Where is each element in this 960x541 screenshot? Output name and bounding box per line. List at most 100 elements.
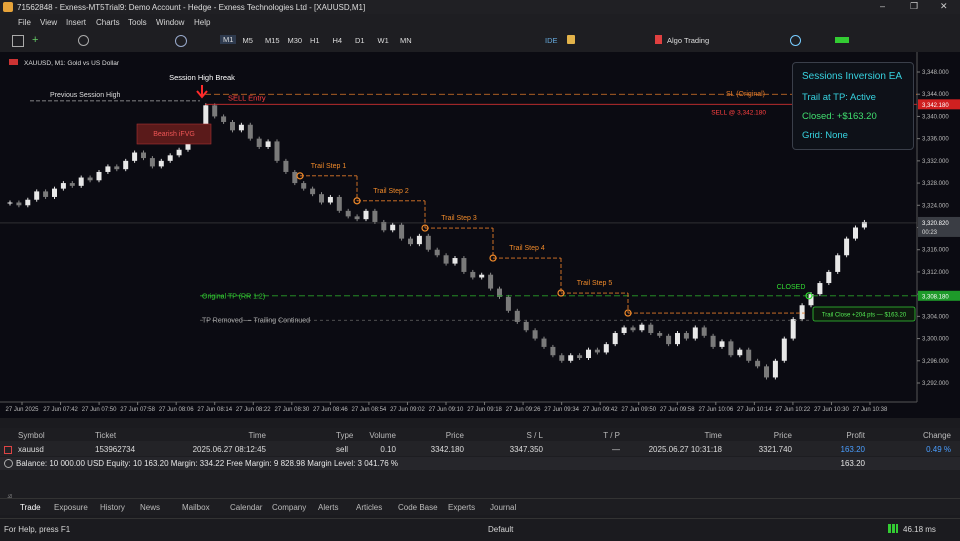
timeframe-button[interactable]: M30 [287, 36, 303, 45]
menu-item[interactable]: Help [194, 18, 211, 27]
column-header: T / P [603, 431, 620, 440]
column-header: Volume [369, 431, 396, 440]
candle [488, 274, 494, 289]
algo-trading-button[interactable]: Algo Trading [667, 36, 710, 45]
candle [327, 196, 333, 203]
candle [523, 321, 529, 331]
y-tick-label: 3,300.000 [922, 337, 949, 343]
position-row-bg [0, 441, 960, 456]
candle [737, 349, 743, 356]
candle [114, 166, 120, 170]
tp-removed-label: TP Removed — Trailing Continued [202, 318, 310, 325]
candle [701, 327, 707, 336]
timeframe-button[interactable]: W1 [377, 36, 389, 45]
candle [52, 188, 57, 197]
y-tick-label: 3,312.000 [922, 270, 949, 276]
position-cell: — [612, 445, 620, 454]
tool-icon[interactable] [78, 35, 89, 46]
terminal-tab[interactable]: Exposure [54, 503, 88, 512]
position-cell: 163.20 [840, 445, 865, 454]
title-bar: 71562848 - Exness-MT5Trial9: Demo Accoun… [0, 0, 960, 14]
candle [43, 191, 49, 197]
close-button[interactable]: ✕ [940, 1, 948, 11]
tool-icon[interactable] [12, 35, 24, 47]
candle [764, 366, 769, 378]
y-tick-label: 3,332.000 [922, 159, 949, 165]
trail-label: Trail Step 4 [509, 245, 545, 252]
menu-item[interactable]: Tools [128, 18, 147, 27]
x-tick-label: 27 Jun 09:02 [390, 407, 425, 413]
menu-item[interactable]: View [40, 18, 58, 27]
candle [728, 341, 734, 356]
ide-button[interactable]: IDE [545, 36, 558, 45]
flag-icon [9, 59, 18, 65]
candle [425, 235, 431, 250]
candle [594, 349, 600, 353]
trail-label: Trail Step 5 [577, 280, 613, 287]
candle [345, 210, 351, 217]
terminal-tab[interactable]: Trade [20, 503, 41, 512]
candle [123, 160, 129, 170]
tool-icon[interactable] [790, 35, 801, 46]
terminal-tab[interactable]: Journal [490, 503, 517, 512]
candle [799, 305, 805, 320]
menu-item[interactable]: Insert [66, 18, 87, 27]
candle [586, 349, 591, 359]
candle [434, 249, 440, 256]
timeframe-button[interactable]: MN [400, 36, 412, 45]
terminal-tab[interactable]: Company [272, 503, 307, 512]
position-cell: xauusd [18, 445, 44, 454]
tool-icon[interactable] [835, 37, 849, 43]
candle [363, 210, 369, 220]
tool-icon[interactable] [175, 35, 187, 47]
terminal-tab[interactable]: History [100, 503, 125, 512]
closed-label: CLOSED [777, 284, 806, 291]
timeframe-button[interactable]: M1 [220, 35, 237, 44]
candle [853, 227, 858, 239]
terminal-tab[interactable]: News [140, 503, 161, 512]
balance-icon [4, 459, 13, 468]
terminal-tab[interactable]: Articles [356, 503, 383, 512]
candle [577, 355, 583, 359]
candle [835, 255, 841, 272]
timeframe-button[interactable]: D1 [355, 36, 365, 45]
timeframe-button[interactable]: H4 [332, 36, 343, 45]
menu-item[interactable]: File [18, 18, 31, 27]
position-cell: 153962734 [95, 445, 136, 454]
timeframe-button[interactable]: H1 [310, 36, 320, 45]
maximize-button[interactable]: ❐ [910, 1, 919, 11]
candle [149, 158, 155, 167]
window-title: 71562848 - Exness-MT5Trial9: Demo Accoun… [17, 3, 366, 12]
position-cell: 0.10 [380, 445, 396, 454]
closed-node [805, 292, 813, 300]
terminal-tab[interactable]: Alerts [318, 503, 339, 512]
timeframe-button[interactable]: M5 [242, 36, 253, 45]
terminal-tab[interactable]: Code Base [398, 503, 438, 512]
candle [25, 199, 31, 206]
minimize-button[interactable]: – [880, 1, 886, 11]
trail-node [353, 197, 361, 205]
terminal-tab[interactable]: Experts [448, 503, 476, 512]
candle [808, 294, 814, 306]
position-cell: sell [336, 445, 349, 454]
y-tick-label: 3,296.000 [922, 359, 949, 365]
close-position-icon[interactable] [4, 446, 12, 454]
tool-icon[interactable] [567, 35, 575, 44]
menu-item[interactable]: Charts [96, 18, 120, 27]
menu-bar: File View Insert Charts Tools Window Help [0, 14, 960, 30]
menu-item[interactable]: Window [156, 18, 185, 27]
y-tick-label: 3,336.000 [922, 137, 949, 143]
candle [790, 319, 796, 339]
chart-header: XAUUSD, M1: Gold vs US Dollar [24, 60, 120, 67]
tool-icon[interactable]: + [32, 34, 39, 46]
candle [497, 288, 502, 297]
position-cell: 2025.06.27 08:12:45 [192, 445, 266, 454]
column-header: Time [704, 431, 722, 440]
trail-node [296, 172, 304, 180]
terminal-tab[interactable]: Mailbox [182, 503, 210, 512]
timeframe-button[interactable]: M15 [265, 36, 280, 45]
status-help: For Help, press F1 [4, 525, 71, 534]
x-tick-label: 27 Jun 10:06 [698, 407, 733, 413]
terminal-tab[interactable]: Calendar [230, 503, 263, 512]
